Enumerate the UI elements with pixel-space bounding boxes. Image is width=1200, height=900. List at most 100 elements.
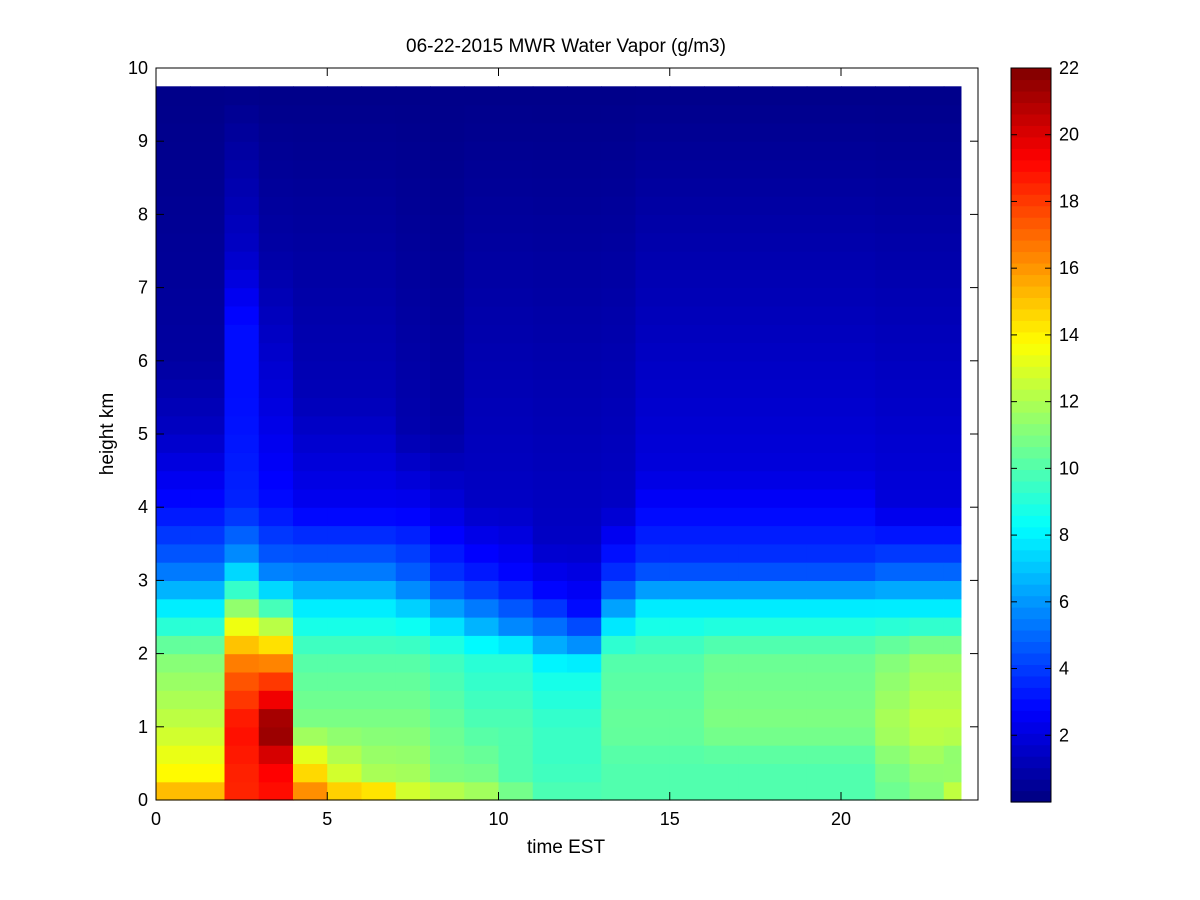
heatmap-cell (875, 434, 911, 453)
heatmap-cell (190, 653, 226, 673)
heatmap-cell (395, 269, 431, 289)
heatmap-cell (704, 507, 739, 527)
heatmap-cell (190, 562, 226, 581)
y-tick-label: 9 (138, 131, 148, 151)
heatmap-cell (806, 653, 842, 673)
heatmap-cell (909, 580, 945, 600)
x-tick-label: 20 (831, 809, 851, 829)
heatmap-cell (293, 214, 328, 234)
heatmap-cell (567, 287, 602, 307)
colorbar-segment (1011, 320, 1051, 333)
heatmap-cell (601, 635, 637, 655)
heatmap-cell (361, 214, 397, 234)
heatmap-cell (361, 635, 397, 655)
heatmap-cell (841, 690, 876, 710)
colorbar-segment (1011, 779, 1051, 792)
heatmap-cell (806, 104, 842, 124)
heatmap-cell (738, 324, 774, 344)
heatmap-cell (224, 434, 260, 453)
heatmap-cell (567, 159, 602, 179)
heatmap-cell (601, 141, 637, 161)
heatmap-cell (293, 708, 328, 728)
heatmap-cell (635, 86, 671, 106)
heatmap-cell (258, 305, 294, 325)
heatmap-cell (464, 360, 500, 380)
heatmap-cell (738, 86, 774, 106)
heatmap-cell (738, 653, 774, 673)
heatmap-cell (806, 122, 842, 142)
heatmap-cell (430, 781, 465, 801)
heatmap-cell (293, 251, 328, 270)
heatmap-cell (772, 324, 808, 344)
heatmap-cell (635, 232, 671, 252)
heatmap-cell (943, 434, 962, 453)
heatmap-cell (293, 580, 328, 600)
heatmap-cell (601, 177, 637, 197)
heatmap-cell (190, 726, 226, 746)
heatmap-cell (498, 397, 534, 417)
heatmap-cell (875, 415, 911, 435)
heatmap-cell (464, 104, 500, 124)
heatmap-cell (601, 324, 637, 344)
heatmap-cell (156, 177, 191, 197)
heatmap-cell (909, 562, 945, 581)
heatmap-cell (567, 635, 602, 655)
heatmap-cell (943, 86, 962, 106)
heatmap-cell (293, 379, 328, 398)
heatmap-cell (772, 415, 808, 435)
heatmap-cell (361, 141, 397, 161)
heatmap-cell (498, 342, 534, 362)
heatmap-cell (635, 379, 671, 398)
y-tick-label: 1 (138, 717, 148, 737)
colorbar-segment (1011, 377, 1051, 390)
heatmap-cell (772, 232, 808, 252)
heatmap-cell (258, 708, 294, 728)
heatmap-cell (567, 653, 602, 673)
heatmap-cell (875, 360, 911, 380)
heatmap-cell (361, 287, 397, 307)
heatmap-cell (601, 543, 637, 563)
heatmap-cell (635, 653, 671, 673)
heatmap-cell (772, 104, 808, 124)
heatmap-cell (601, 360, 637, 380)
heatmap-cell (361, 690, 397, 710)
heatmap-cell (909, 617, 945, 636)
heatmap-cell (669, 745, 705, 764)
heatmap-cell (327, 287, 363, 307)
heatmap-cell (806, 726, 842, 746)
heatmap-cell (498, 379, 534, 398)
heatmap-cell (190, 525, 226, 545)
heatmap-cell (772, 177, 808, 197)
colorbar-segment (1011, 400, 1051, 413)
heatmap-cell (258, 470, 294, 490)
heatmap-cell (909, 507, 945, 527)
heatmap-cell (601, 104, 637, 124)
heatmap-cell (909, 452, 945, 472)
heatmap-cell (293, 269, 328, 289)
heatmap-cell (224, 324, 260, 344)
heatmap-cell (498, 671, 534, 691)
colorbar-segment (1011, 240, 1051, 253)
heatmap-cell (943, 397, 962, 417)
heatmap-cell (806, 232, 842, 252)
heatmap-cell (224, 470, 260, 490)
heatmap-cell (635, 580, 671, 600)
heatmap-cell (909, 470, 945, 490)
heatmap-cell (395, 726, 431, 746)
heatmap-cell (156, 305, 191, 325)
colorbar-segment (1011, 79, 1051, 92)
heatmap-cell (704, 580, 739, 600)
heatmap-cell (395, 671, 431, 691)
heatmap-cell (635, 708, 671, 728)
heatmap-cell (532, 525, 568, 545)
heatmap-cell (806, 488, 842, 508)
colorbar-segment (1011, 159, 1051, 172)
heatmap-cell (395, 324, 431, 344)
heatmap-cell (943, 635, 962, 655)
heatmap-cell (430, 617, 465, 636)
heatmap-cell (738, 159, 774, 179)
heatmap-cell (635, 397, 671, 417)
heatmap-cell (498, 122, 534, 142)
heatmap-cell (224, 287, 260, 307)
heatmap-cell (293, 745, 328, 764)
